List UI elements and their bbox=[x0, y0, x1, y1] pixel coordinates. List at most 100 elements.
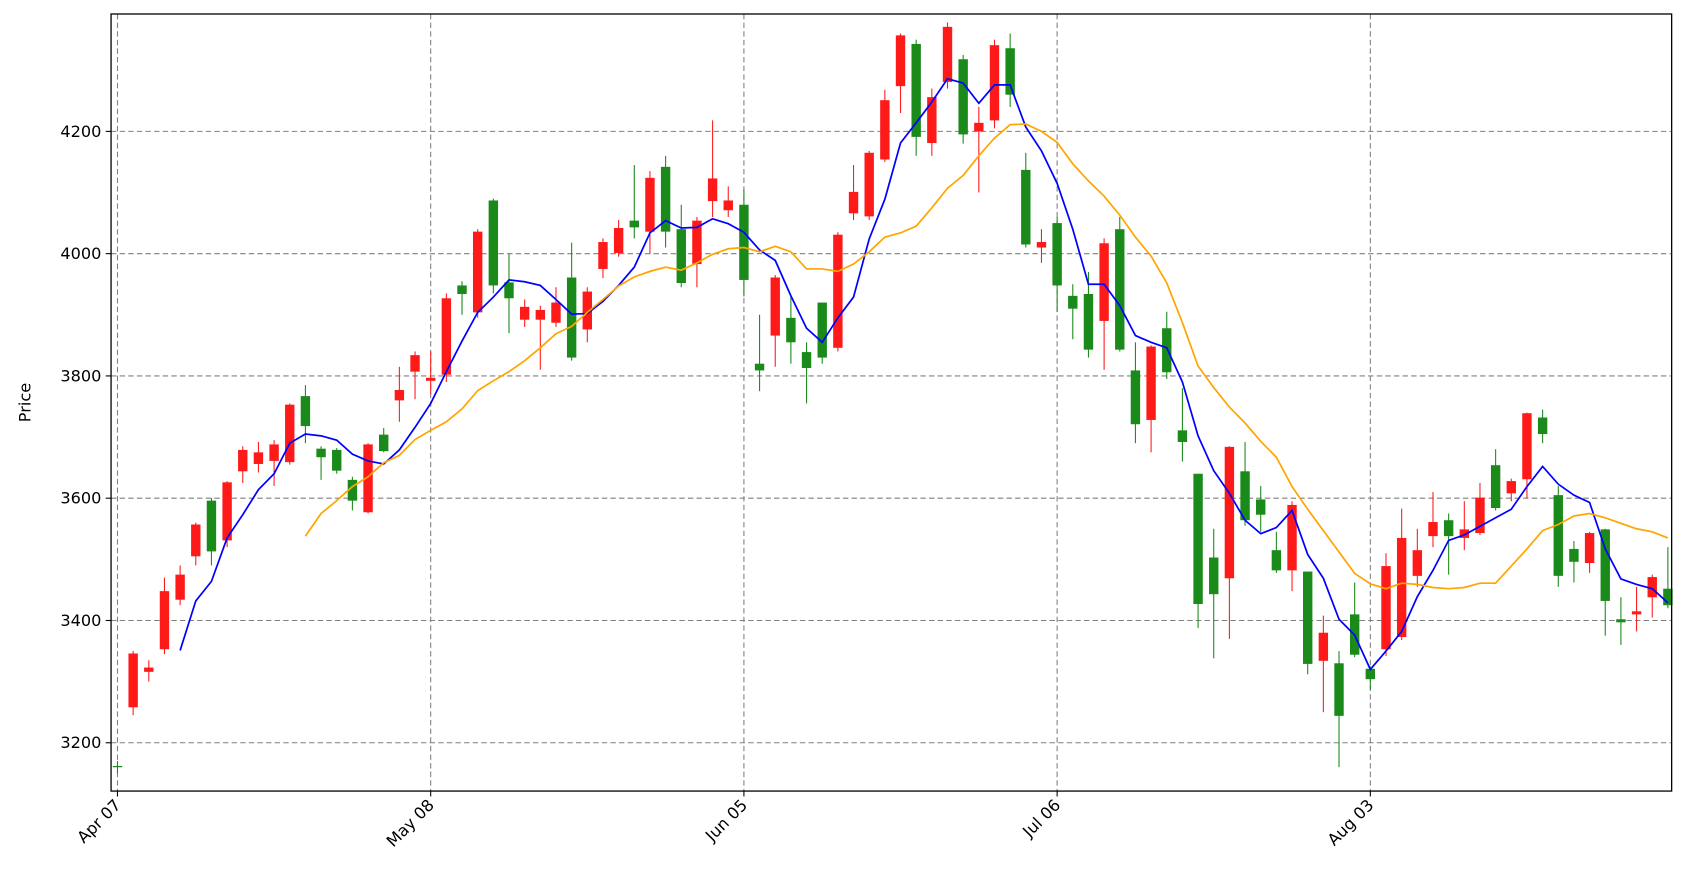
candle-body bbox=[864, 152, 874, 217]
candle-body bbox=[394, 389, 405, 401]
candle-body bbox=[206, 500, 217, 552]
candle-body bbox=[1036, 242, 1047, 248]
candle-body bbox=[175, 574, 185, 600]
candle-body bbox=[1443, 520, 1454, 537]
candle-body bbox=[1475, 497, 1485, 534]
y-tick-label: 3800 bbox=[60, 366, 101, 385]
candle-body bbox=[1177, 430, 1188, 442]
candle-body bbox=[504, 282, 514, 299]
candle-body bbox=[1193, 473, 1203, 604]
candle-body bbox=[754, 363, 765, 371]
candle-body bbox=[1522, 413, 1532, 480]
candle-body bbox=[598, 242, 608, 269]
candle-body bbox=[1428, 522, 1438, 537]
candle-body bbox=[1224, 446, 1235, 579]
candle-body bbox=[1068, 295, 1078, 309]
candle-body bbox=[457, 285, 467, 295]
candle-body bbox=[1553, 495, 1563, 576]
candle-body bbox=[1052, 223, 1062, 286]
candle-body bbox=[974, 122, 984, 132]
candle-body bbox=[253, 452, 264, 464]
candle-body bbox=[551, 302, 561, 323]
candle-body bbox=[144, 667, 154, 672]
candle-body bbox=[723, 200, 733, 211]
candle-body bbox=[1647, 577, 1657, 598]
candle-body bbox=[989, 45, 1000, 121]
candle-body bbox=[786, 317, 796, 343]
candle-body bbox=[958, 59, 968, 135]
candle-body bbox=[582, 291, 593, 330]
candle-body bbox=[1490, 465, 1501, 508]
candle-body bbox=[1631, 611, 1642, 615]
candle-body bbox=[1334, 663, 1344, 716]
candle-body bbox=[1287, 504, 1297, 571]
candle-body bbox=[833, 234, 843, 348]
candle-body bbox=[942, 26, 953, 82]
candle-body bbox=[425, 377, 436, 381]
candle-body bbox=[1600, 529, 1610, 601]
candle-body bbox=[645, 177, 655, 232]
candle-body bbox=[1537, 417, 1548, 435]
candle-body bbox=[629, 220, 639, 228]
candle-body bbox=[1240, 471, 1250, 521]
y-axis-label: Price bbox=[15, 383, 34, 422]
candle-body bbox=[660, 166, 671, 232]
candle-body bbox=[300, 396, 311, 427]
candle-body bbox=[1162, 328, 1172, 373]
candle-body bbox=[1381, 566, 1391, 650]
candle-body bbox=[1146, 346, 1156, 420]
candle-body bbox=[895, 35, 906, 87]
moving-average-line bbox=[179, 77, 1669, 671]
candle-body bbox=[1663, 588, 1673, 606]
candle-body bbox=[1302, 571, 1313, 664]
candle-body bbox=[1584, 533, 1595, 564]
candle-body bbox=[1271, 550, 1282, 571]
plot-frame bbox=[110, 13, 1673, 792]
candle-body bbox=[222, 482, 232, 541]
candle-body bbox=[159, 591, 170, 650]
candle-body bbox=[1099, 243, 1109, 321]
candle-body bbox=[363, 444, 373, 513]
y-tick-label: 3400 bbox=[60, 611, 101, 630]
candle-body bbox=[285, 404, 295, 463]
candle-body bbox=[1365, 668, 1376, 680]
candle-body bbox=[739, 204, 749, 280]
candle-body bbox=[707, 178, 718, 202]
candle-body bbox=[801, 352, 812, 368]
candle-body bbox=[566, 277, 577, 358]
candle-body bbox=[519, 306, 530, 320]
candle-body bbox=[1021, 169, 1031, 245]
candle-body bbox=[269, 444, 279, 461]
candle-body bbox=[1256, 499, 1266, 515]
candle-body bbox=[332, 449, 342, 471]
candle-body bbox=[1396, 537, 1407, 637]
candle-body bbox=[316, 448, 326, 458]
candle-body bbox=[1209, 557, 1219, 595]
candle-body bbox=[911, 43, 921, 137]
y-tick-label: 4000 bbox=[60, 244, 101, 263]
y-tick-label: 3600 bbox=[60, 489, 101, 508]
candle-body bbox=[488, 200, 499, 286]
candle-body bbox=[817, 302, 827, 358]
candle-body bbox=[1130, 370, 1141, 425]
y-tick-label: 4200 bbox=[60, 122, 101, 141]
candle-body bbox=[410, 355, 420, 372]
candle-body bbox=[880, 100, 890, 160]
candle-body bbox=[1506, 481, 1516, 494]
candle-body bbox=[128, 653, 138, 708]
candle-body bbox=[692, 220, 702, 265]
candle-body bbox=[1318, 632, 1329, 661]
candle-body bbox=[191, 524, 201, 557]
moving-average-line bbox=[304, 123, 1669, 590]
candle-body bbox=[676, 229, 686, 284]
candle-body bbox=[535, 309, 546, 320]
candle-body bbox=[1569, 548, 1579, 562]
candle-body bbox=[1412, 550, 1423, 576]
candle-body bbox=[770, 277, 780, 336]
candle-body bbox=[1115, 229, 1125, 350]
candle-body bbox=[1083, 294, 1094, 350]
candle-body bbox=[1459, 529, 1470, 538]
candle-body bbox=[927, 97, 937, 143]
